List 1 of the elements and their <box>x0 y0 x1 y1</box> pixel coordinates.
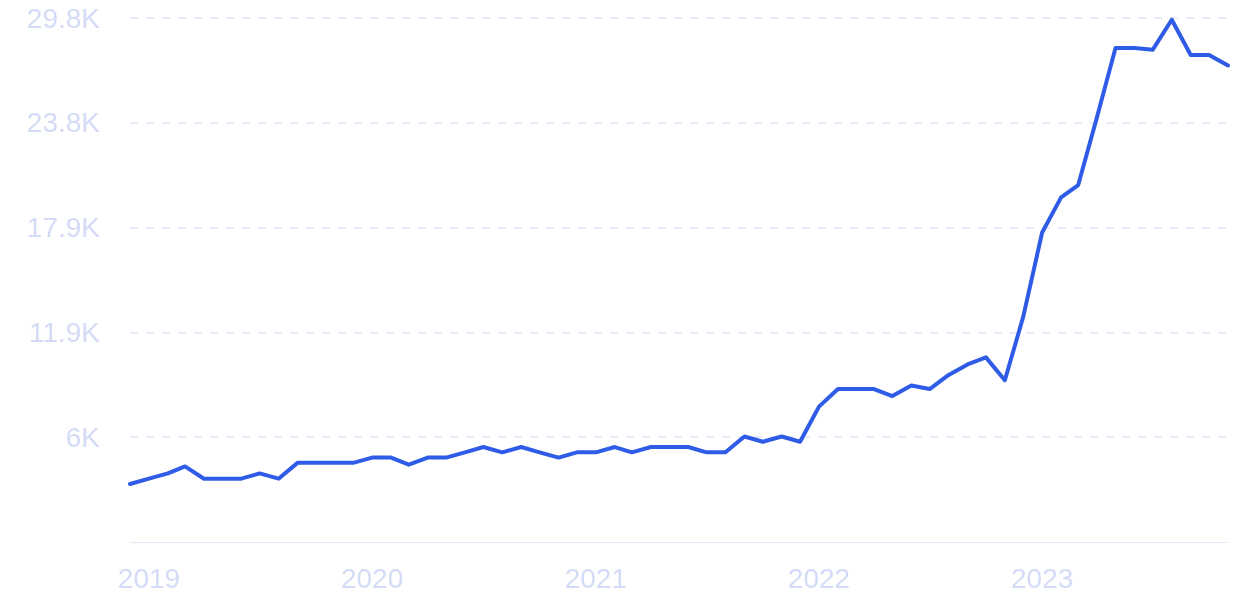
line-series <box>128 17 1230 486</box>
